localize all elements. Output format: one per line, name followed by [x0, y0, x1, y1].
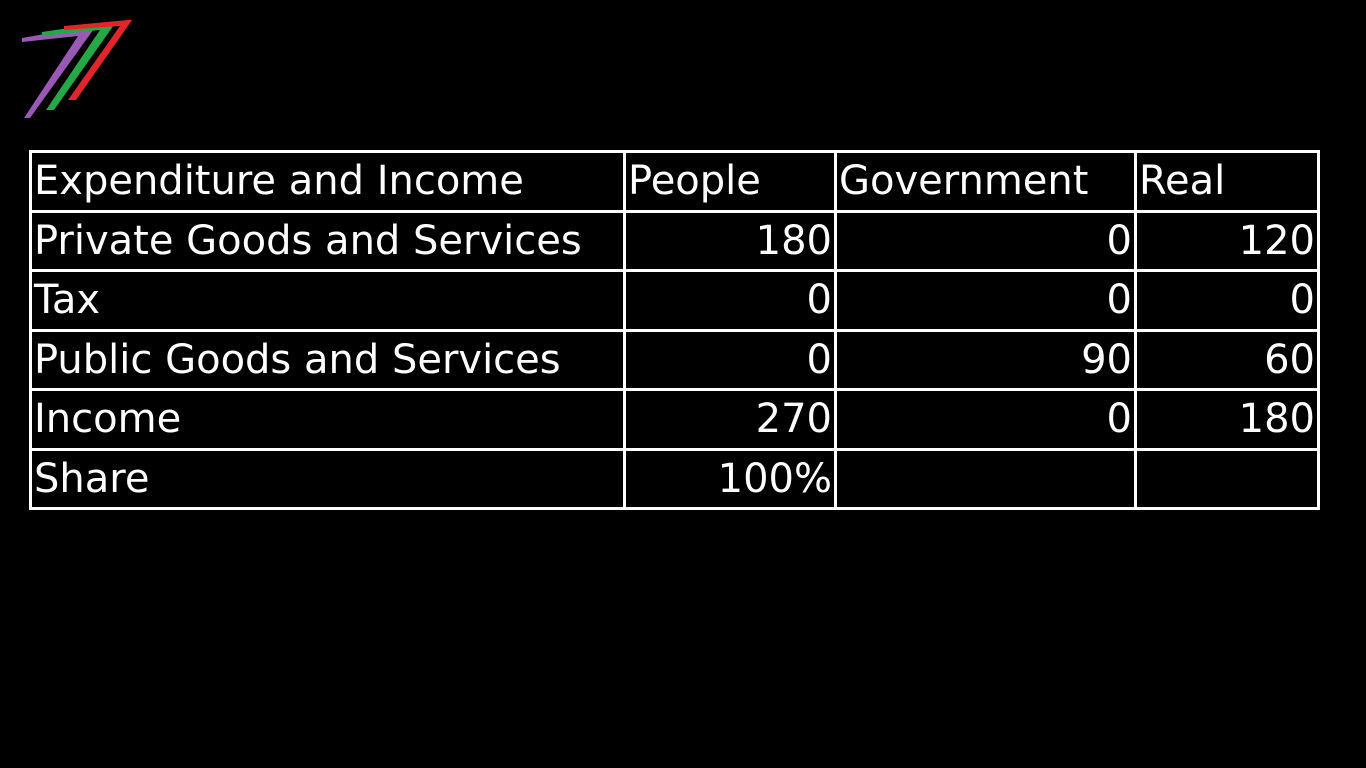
real-value: 0	[1134, 269, 1320, 332]
people-value: 180	[623, 209, 837, 272]
government-value: 0	[834, 209, 1137, 272]
row-label: Tax	[29, 269, 626, 332]
header-expenditure-income: Expenditure and Income	[29, 150, 626, 213]
seven-stripes-logo	[22, 20, 132, 118]
logo-purple-stripe	[22, 26, 96, 118]
header-real: Real	[1134, 150, 1320, 213]
real-value	[1134, 447, 1320, 510]
header-government: Government	[834, 150, 1137, 213]
people-value: 0	[623, 328, 837, 391]
table-row: Public Goods and Services 0 90 60	[29, 328, 1320, 391]
table-row: Private Goods and Services 180 0 120	[29, 209, 1320, 272]
table-row: Share 100%	[29, 447, 1320, 510]
people-value: 100%	[623, 447, 837, 510]
government-value	[834, 447, 1137, 510]
row-label: Share	[29, 447, 626, 510]
real-value: 180	[1134, 388, 1320, 451]
expenditure-income-table: Expenditure and Income People Government…	[29, 150, 1320, 510]
people-value: 0	[623, 269, 837, 332]
government-value: 0	[834, 388, 1137, 451]
row-label: Private Goods and Services	[29, 209, 626, 272]
table-header-row: Expenditure and Income People Government…	[29, 150, 1320, 213]
header-people: People	[623, 150, 837, 213]
real-value: 120	[1134, 209, 1320, 272]
people-value: 270	[623, 388, 837, 451]
row-label: Public Goods and Services	[29, 328, 626, 391]
government-value: 90	[834, 328, 1137, 391]
table-row: Tax 0 0 0	[29, 269, 1320, 332]
logo-red-stripe	[64, 20, 132, 100]
logo-green-stripe	[42, 22, 116, 110]
table-row: Income 270 0 180	[29, 388, 1320, 451]
real-value: 60	[1134, 328, 1320, 391]
row-label: Income	[29, 388, 626, 451]
government-value: 0	[834, 269, 1137, 332]
